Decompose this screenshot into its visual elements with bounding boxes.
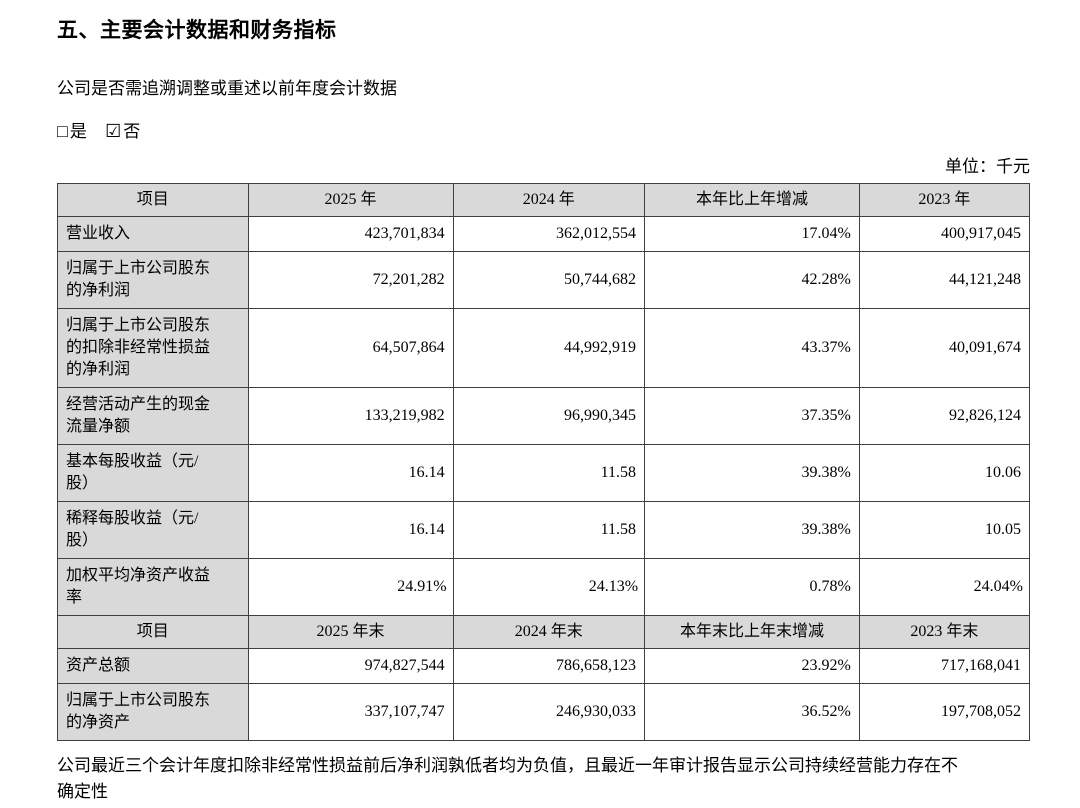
cell-value: 17.04%: [644, 216, 860, 252]
cell-value: 400,917,045: [858, 216, 1031, 252]
section-title: 五、主要会计数据和财务指标: [57, 19, 337, 42]
row-label: 稀释每股收益（元/ 股）: [57, 501, 249, 559]
checkbox-yes-label: 是: [69, 122, 87, 141]
cell-value: 974,827,544: [247, 648, 454, 684]
checkbox-option-no[interactable]: ☑ 否: [105, 121, 141, 141]
cell-value: 42.28%: [644, 251, 860, 309]
checkbox-checked-icon: ☑: [105, 121, 122, 141]
cell-value: 50,744,682: [452, 251, 646, 309]
row-operating-revenue: 营业收入 423,701,834 362,012,554 17.04% 400,…: [57, 216, 1031, 252]
row-operating-cash-flow: 经营活动产生的现金 流量净额 133,219,982 96,990,345 37…: [57, 387, 1031, 445]
cell-value: 43.37%: [644, 308, 860, 388]
cell-value: 362,012,554: [452, 216, 646, 252]
row-label: 归属于上市公司股东 的净利润: [57, 251, 249, 309]
cell-value: 39.38%: [644, 501, 860, 559]
header-cell-item: 项目: [57, 183, 249, 217]
cell-value: 10.06: [858, 444, 1031, 502]
cell-value: 0.78%: [644, 558, 860, 616]
header-cell-2024: 2024 年: [452, 183, 646, 217]
cell-value: 36.52%: [644, 683, 860, 741]
cell-value: 44,121,248: [858, 251, 1031, 309]
going-concern-footnote: 公司最近三个会计年度扣除非经常性损益前后净利润孰低者均为负值，且最近一年审计报告…: [57, 756, 958, 801]
header-cell-2025-end: 2025 年末: [247, 615, 454, 649]
row-label: 基本每股收益（元/ 股）: [57, 444, 249, 502]
cell-value: 10.05: [858, 501, 1031, 559]
cell-value: 11.58: [452, 444, 646, 502]
table-header-row-year-end: 项目 2025 年末 2024 年末 本年末比上年末增减 2023 年末: [57, 615, 1031, 649]
row-weighted-avg-roe: 加权平均净资产收益 率 24.91% 24.13% 0.78% 24.04%: [57, 558, 1031, 616]
restatement-question: 公司是否需追溯调整或重述以前年度会计数据: [57, 79, 397, 98]
row-label: 资产总额: [57, 648, 249, 684]
header-cell-yoy-change: 本年比上年增减: [644, 183, 860, 217]
checkbox-no-label: 否: [123, 122, 141, 141]
row-net-assets-attributable: 归属于上市公司股东 的净资产 337,107,747 246,930,033 3…: [57, 683, 1031, 741]
checkbox-unchecked-icon: □: [57, 121, 68, 141]
checkbox-row: □ 是 ☑ 否: [57, 117, 1030, 142]
cell-value: 717,168,041: [858, 648, 1031, 684]
header-cell-2025: 2025 年: [247, 183, 454, 217]
cell-value: 37.35%: [644, 387, 860, 445]
cell-value: 786,658,123: [452, 648, 646, 684]
cell-value: 40,091,674: [858, 308, 1031, 388]
row-net-profit-attributable: 归属于上市公司股东 的净利润 72,201,282 50,744,682 42.…: [57, 251, 1031, 309]
row-label: 归属于上市公司股东 的净资产: [57, 683, 249, 741]
row-label: 经营活动产生的现金 流量净额: [57, 387, 249, 445]
row-diluted-eps: 稀释每股收益（元/ 股） 16.14 11.58 39.38% 10.05: [57, 501, 1031, 559]
cell-value: 11.58: [452, 501, 646, 559]
cell-value: 24.91%: [247, 558, 454, 616]
row-net-profit-excl-nonrecurring: 归属于上市公司股东 的扣除非经常性损益 的净利润 64,507,864 44,9…: [57, 308, 1031, 388]
cell-value: 39.38%: [644, 444, 860, 502]
header-cell-2024-end: 2024 年末: [452, 615, 646, 649]
header-cell-2023: 2023 年: [858, 183, 1031, 217]
unit-label: 单位：千元: [945, 157, 1030, 176]
row-label: 加权平均净资产收益 率: [57, 558, 249, 616]
cell-value: 44,992,919: [452, 308, 646, 388]
row-total-assets: 资产总额 974,827,544 786,658,123 23.92% 717,…: [57, 648, 1031, 684]
cell-value: 246,930,033: [452, 683, 646, 741]
header-cell-2023-end: 2023 年末: [858, 615, 1031, 649]
cell-value: 72,201,282: [247, 251, 454, 309]
cell-value: 23.92%: [644, 648, 860, 684]
row-label: 营业收入: [57, 216, 249, 252]
cell-value: 96,990,345: [452, 387, 646, 445]
cell-value: 24.13%: [452, 558, 646, 616]
checkbox-option-yes[interactable]: □ 是: [57, 121, 87, 141]
row-label: 归属于上市公司股东 的扣除非经常性损益 的净利润: [57, 308, 249, 388]
financial-indicators-table: 项目 2025 年 2024 年 本年比上年增减 2023 年 营业收入 423…: [57, 183, 1031, 741]
cell-value: 92,826,124: [858, 387, 1031, 445]
cell-value: 16.14: [247, 501, 454, 559]
header-cell-item: 项目: [57, 615, 249, 649]
cell-value: 16.14: [247, 444, 454, 502]
cell-value: 64,507,864: [247, 308, 454, 388]
header-cell-yoy-end-change: 本年末比上年末增减: [644, 615, 860, 649]
cell-value: 133,219,982: [247, 387, 454, 445]
cell-value: 24.04%: [858, 558, 1031, 616]
row-basic-eps: 基本每股收益（元/ 股） 16.14 11.58 39.38% 10.06: [57, 444, 1031, 502]
cell-value: 197,708,052: [858, 683, 1031, 741]
table-header-row-annual: 项目 2025 年 2024 年 本年比上年增减 2023 年: [57, 183, 1031, 217]
cell-value: 337,107,747: [247, 683, 454, 741]
cell-value: 423,701,834: [247, 216, 454, 252]
